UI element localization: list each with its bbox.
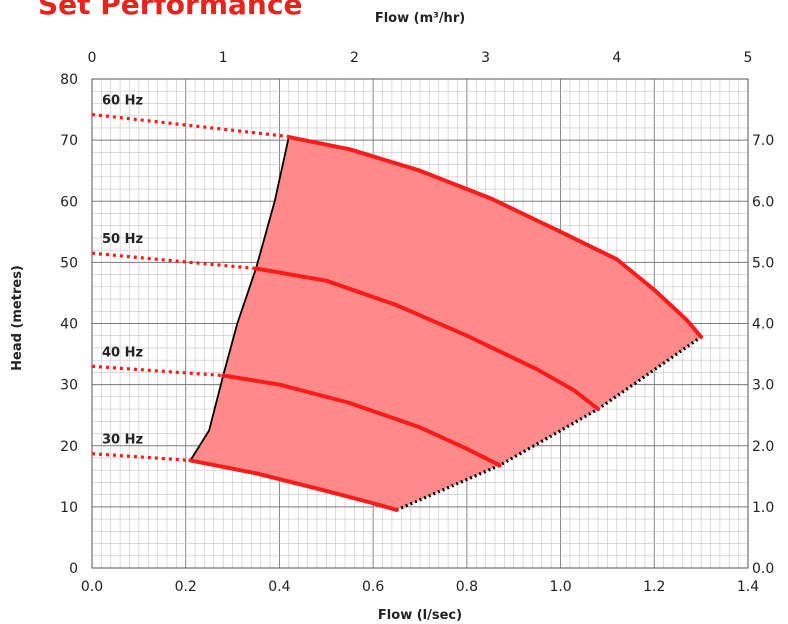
y2-tick-label: 5.0 — [752, 255, 774, 271]
curve-50-hz — [254, 266, 601, 412]
y2-tick-label: 4.0 — [752, 317, 774, 333]
min-flow-boundary — [189, 136, 290, 461]
extrapolation-50-hz — [91, 251, 257, 271]
y-tick-label: 0 — [69, 561, 78, 577]
y-tick-label: 20 — [60, 439, 78, 455]
y2-tick-label: 1.0 — [752, 500, 774, 516]
x-tick-label: 0.8 — [456, 579, 478, 595]
x-tick-label: 1.2 — [643, 579, 665, 595]
y2-tick-label: 3.0 — [752, 378, 774, 394]
series-labels: 60 Hz 50 Hz 40 Hz 30 Hz — [102, 93, 143, 447]
series-label-40-hz: 40 Hz — [102, 345, 143, 360]
y-tick-label: 80 — [60, 72, 78, 88]
y2-tick-label: 6.0 — [752, 194, 774, 210]
tick-labels: 0.0 0.2 0.4 0.6 0.8 1.0 1.2 1.40102030405060708… — [60, 50, 774, 595]
extrapolation-40-hz — [91, 364, 224, 378]
x2-tick-label: 3 — [481, 50, 490, 66]
y-axis-label: Head (metres) — [10, 265, 25, 371]
series-label-50-hz: 50 Hz — [102, 232, 143, 247]
x-tick-label: 1.4 — [737, 579, 759, 595]
chart-title: Set Performance — [38, 0, 303, 21]
x2-axis-label: Flow (m³/hr) — [375, 11, 465, 26]
x2-tick-label: 4 — [612, 50, 621, 66]
curve-60-hz — [286, 135, 704, 339]
extrapolation-30-hz — [91, 452, 191, 462]
series-label-60-hz: 60 Hz — [102, 93, 143, 108]
y-tick-label: 60 — [60, 194, 78, 210]
curve-30-hz — [188, 458, 399, 512]
y2-tick-label: 2.0 — [752, 439, 774, 455]
x-tick-label: 0.2 — [175, 579, 197, 595]
plot-frame — [91, 78, 749, 569]
x-tick-label: 0.4 — [268, 579, 290, 595]
x-axis-label: Flow (l/sec) — [378, 608, 462, 623]
y-tick-label: 50 — [60, 255, 78, 271]
y-tick-label: 40 — [60, 317, 78, 333]
y2-tick-label: 0.0 — [752, 561, 774, 577]
series-label-30-hz: 30 Hz — [102, 433, 143, 448]
x2-tick-label: 5 — [744, 50, 753, 66]
extrapolation-60-hz — [91, 112, 294, 139]
x-tick-label: 0.6 — [362, 579, 384, 595]
curves — [91, 112, 704, 512]
x2-tick-label: 1 — [219, 50, 228, 66]
y-tick-label: 30 — [60, 378, 78, 394]
y-tick-label: 10 — [60, 500, 78, 516]
operating-region-fill — [190, 137, 702, 510]
max-flow-boundary — [395, 335, 703, 512]
x2-tick-label: 2 — [350, 50, 359, 66]
operating-region — [189, 136, 703, 512]
y-tick-label: 70 — [60, 133, 78, 149]
y2-tick-label: 7.0 — [752, 133, 774, 149]
x-tick-label: 0.0 — [81, 579, 103, 595]
x2-tick-label: 0 — [88, 50, 97, 66]
x-tick-label: 1.0 — [549, 579, 571, 595]
curve-40-hz — [221, 373, 502, 468]
